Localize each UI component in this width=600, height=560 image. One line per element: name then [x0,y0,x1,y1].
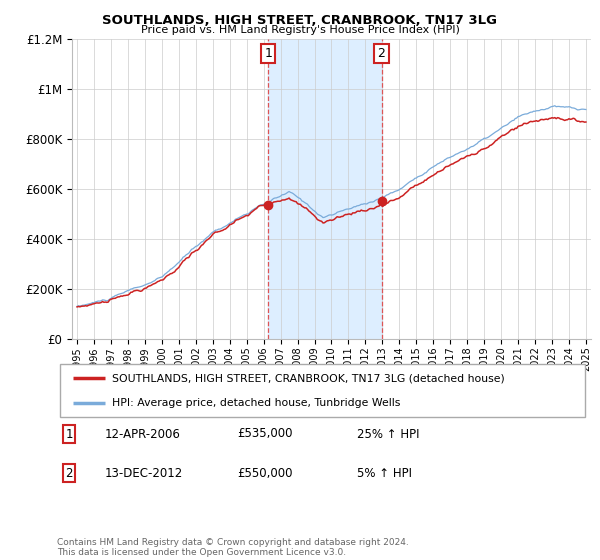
Text: 2: 2 [377,46,385,60]
Bar [268,39,382,339]
Text: 5% ↑ HPI: 5% ↑ HPI [357,466,412,480]
Text: Contains HM Land Registry data © Crown copyright and database right 2024.
This d: Contains HM Land Registry data © Crown c… [57,538,409,557]
Text: 2: 2 [65,466,73,480]
Text: 1: 1 [65,427,73,441]
Text: 25% ↑ HPI: 25% ↑ HPI [357,427,419,441]
Text: £535,000: £535,000 [237,427,293,441]
Text: HPI: Average price, detached house, Tunbridge Wells: HPI: Average price, detached house, Tunb… [113,398,401,408]
Text: 1: 1 [265,46,272,60]
Text: 12-APR-2006: 12-APR-2006 [105,427,181,441]
Text: Price paid vs. HM Land Registry's House Price Index (HPI): Price paid vs. HM Land Registry's House … [140,25,460,35]
Text: SOUTHLANDS, HIGH STREET, CRANBROOK, TN17 3LG (detached house): SOUTHLANDS, HIGH STREET, CRANBROOK, TN17… [113,374,505,384]
Text: 13-DEC-2012: 13-DEC-2012 [105,466,183,480]
FancyBboxPatch shape [60,364,585,417]
Text: £550,000: £550,000 [237,466,293,480]
Text: SOUTHLANDS, HIGH STREET, CRANBROOK, TN17 3LG: SOUTHLANDS, HIGH STREET, CRANBROOK, TN17… [103,14,497,27]
